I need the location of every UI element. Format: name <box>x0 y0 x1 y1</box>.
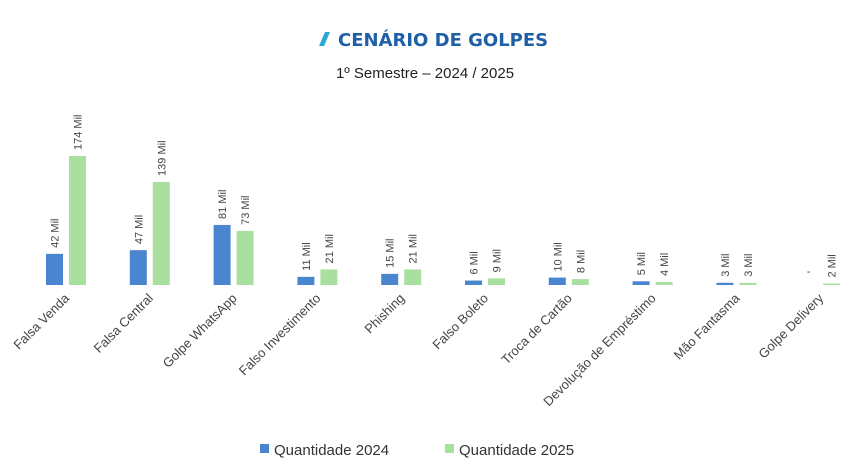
data-label-golpe-delivery-2024: - <box>807 266 811 278</box>
legend-label-2024: Quantidade 2024 <box>274 442 389 459</box>
category-label: Golpe WhatsApp <box>160 291 240 371</box>
bar-falso-investimento-2024 <box>297 276 315 285</box>
bar-mao-fantasma-2025 <box>739 282 757 285</box>
data-label-mao-fantasma-2025: 3 Mil <box>743 254 755 277</box>
data-label-group: 42 Mil 174 Mil 47 Mil 139 Mil 81 Mil 73 Mil 11… <box>50 115 839 278</box>
bar-group <box>46 156 841 285</box>
bar-phishing-2024 <box>381 273 399 285</box>
data-label-troca-de-cartao-2024: 10 Mil <box>552 242 564 271</box>
category-label: Falso Boleto <box>429 291 491 353</box>
data-label-falsa-central-2024: 47 Mil <box>133 215 145 244</box>
bar-mao-fantasma-2024 <box>716 282 734 285</box>
chart-subtitle: 1º Semestre – 2024 / 2025 <box>336 65 514 82</box>
legend-swatch-2024 <box>260 444 269 453</box>
bar-falsa-central-2025 <box>152 181 170 285</box>
title-accent-slash <box>319 32 330 46</box>
bar-golpe-delivery-2025 <box>823 283 841 285</box>
data-label-falsa-venda-2025: 174 Mil <box>73 115 85 150</box>
data-label-falso-investimento-2024: 11 Mil <box>301 242 313 271</box>
data-label-golpe-delivery-2025: 2 Mil <box>827 254 839 277</box>
bar-golpe-whatsapp-2025 <box>236 230 254 285</box>
bar-troca-de-cartao-2024 <box>548 277 566 285</box>
bar-falso-boleto-2024 <box>465 280 482 285</box>
data-label-devolucao-de-emprestimo-2025: 4 Mil <box>659 253 671 276</box>
data-label-falso-boleto-2025: 9 Mil <box>492 249 504 272</box>
legend: Quantidade 2024 Quantidade 2025 <box>260 442 574 459</box>
category-label: Falsa Central <box>91 290 156 355</box>
category-label: Mão Fantasma <box>671 290 743 362</box>
data-label-falso-investimento-2025: 21 Mil <box>324 234 336 263</box>
legend-swatch-2025 <box>445 444 454 453</box>
bar-falsa-venda-2024 <box>46 253 63 285</box>
category-label: Falsa Venda <box>10 290 72 352</box>
chart-title: CENÁRIO DE GOLPES <box>338 29 548 51</box>
data-label-falsa-central-2025: 139 Mil <box>156 140 168 175</box>
chart-header: CENÁRIO DE GOLPES 1º Semestre – 2024 / 2… <box>319 29 548 82</box>
bar-phishing-2025 <box>404 269 422 285</box>
data-label-golpe-whatsapp-2024: 81 Mil <box>217 190 229 219</box>
bar-falso-investimento-2025 <box>320 269 338 285</box>
data-label-phishing-2025: 21 Mil <box>408 234 420 263</box>
legend-label-2025: Quantidade 2025 <box>459 442 574 459</box>
bar-falsa-central-2024 <box>129 250 147 285</box>
category-label: Golpe Delivery <box>755 290 826 361</box>
category-label: Phishing <box>361 291 407 337</box>
bar-troca-de-cartao-2025 <box>571 279 589 285</box>
data-label-devolucao-de-emprestimo-2024: 5 Mil <box>636 252 648 275</box>
data-label-phishing-2024: 15 Mil <box>385 239 397 268</box>
data-label-troca-de-cartao-2025: 8 Mil <box>575 250 587 273</box>
bar-devolucao-de-emprestimo-2024 <box>632 281 650 285</box>
category-label-group: Falsa Venda Falsa Central Golpe WhatsAppFa… <box>10 290 826 409</box>
data-label-falso-boleto-2024: 6 Mil <box>469 251 481 274</box>
category-label: Troca de Cartão <box>498 291 575 368</box>
bar-falso-boleto-2025 <box>488 278 505 285</box>
data-label-mao-fantasma-2024: 3 Mil <box>720 254 732 277</box>
category-label: Falso Investimento <box>236 291 324 379</box>
data-label-falsa-venda-2024: 42 Mil <box>50 219 62 248</box>
bar-golpe-whatsapp-2024 <box>213 224 231 285</box>
bar-devolucao-de-emprestimo-2025 <box>655 282 673 285</box>
data-label-golpe-whatsapp-2025: 73 Mil <box>240 196 252 225</box>
bar-falsa-venda-2025 <box>69 156 86 285</box>
